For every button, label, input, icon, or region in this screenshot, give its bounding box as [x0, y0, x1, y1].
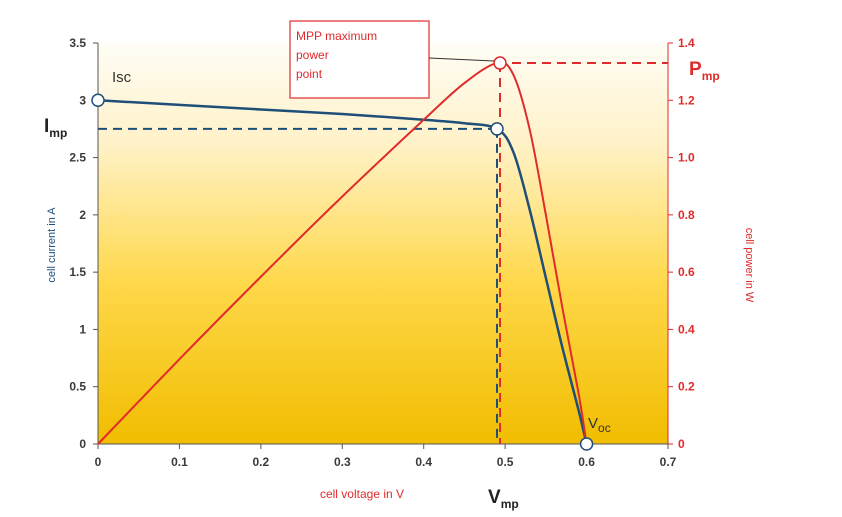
y-right-title: cell power in W: [743, 228, 755, 303]
y-left-tick-label: 3.5: [69, 36, 86, 50]
mpp-callout-arrow: [428, 57, 495, 62]
markers: [91, 56, 594, 451]
x-tick-label: 0.1: [171, 455, 188, 469]
y-left-tick-label: 3: [79, 93, 86, 107]
power-curve: [97, 61, 588, 445]
voc-label: Voc: [588, 415, 611, 435]
y-left-tick-label: 1: [79, 322, 86, 336]
x-tick-label: 0.4: [415, 455, 432, 469]
y-right-tick-label: 0.8: [678, 208, 695, 222]
y-right-tick-label: 0.2: [678, 380, 695, 394]
mpp-callout-line1: MPP maximum: [296, 29, 377, 43]
mpp-callout-box: [289, 20, 430, 99]
x-tick-label: 0.7: [660, 455, 677, 469]
mpp-callout-line3: point: [296, 67, 323, 81]
y-right-tick-label: 0.4: [678, 322, 695, 336]
pmp-marker: [493, 56, 507, 70]
y-right-tick-label: 1.0: [678, 151, 695, 165]
imp-label: Imp: [44, 116, 67, 140]
y-left-tick-label: 1.5: [69, 265, 86, 279]
imp-marker: [490, 122, 504, 136]
mpp-callout-line2: power: [296, 48, 329, 62]
plot-area: [98, 43, 668, 444]
isc-label: Isc: [112, 69, 132, 86]
x-tick-label: 0.2: [253, 455, 270, 469]
x-tick-label: 0.5: [497, 455, 514, 469]
y-left-title: cell current in A: [46, 207, 58, 283]
isc-marker: [91, 93, 105, 108]
y-right-tick-label: 0.6: [678, 265, 695, 279]
y-left-tick-label: 0.5: [69, 380, 86, 394]
x-tick-label: 0: [95, 455, 102, 469]
y-left-tick-label: 0: [79, 437, 86, 451]
voc-marker: [579, 437, 594, 451]
y-left-tick-label: 2: [79, 208, 86, 222]
y-right-tick-label: 1.4: [678, 36, 695, 50]
y-right-tick-label: 1.2: [678, 93, 695, 107]
y-right-ticks: 0 0.2 0.4 0.6 0.8 1.0 1.2 1.4: [668, 36, 695, 451]
y-left-tick-label: 2.5: [69, 151, 86, 165]
x-title: cell voltage in V: [320, 487, 404, 501]
pmp-label: Pmp: [689, 59, 720, 83]
mpp-callout: MPP maximum power point: [289, 20, 495, 99]
x-tick-label: 0.6: [578, 455, 595, 469]
vmp-label: Vmp: [488, 487, 519, 511]
x-tick-label: 0.3: [334, 455, 351, 469]
y-right-tick-label: 0: [678, 437, 685, 451]
